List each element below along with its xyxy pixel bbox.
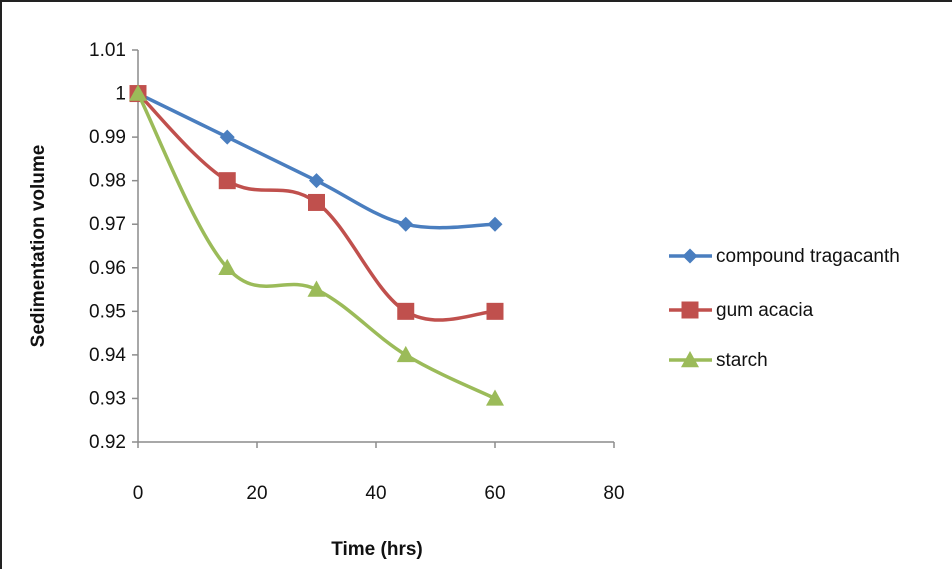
y-tick-label: 1.01 — [89, 40, 126, 61]
y-tick-label: 0.95 — [89, 301, 126, 322]
x-tick-label: 80 — [603, 483, 624, 504]
y-tick-label: 0.93 — [89, 388, 126, 409]
x-axis-title: Time (hrs) — [331, 539, 423, 560]
x-tick-labels: 0 20 40 60 80 — [133, 483, 625, 504]
data-point — [397, 302, 415, 320]
legend-label: starch — [716, 350, 768, 371]
legend-marker — [681, 351, 699, 368]
legend-item: gum acacia — [669, 300, 814, 321]
x-tick-label: 0 — [133, 483, 144, 504]
data-point — [487, 216, 503, 232]
data-point — [486, 389, 504, 406]
legend-marker — [682, 248, 698, 264]
y-tick-label: 1 — [115, 84, 126, 105]
data-point — [129, 84, 147, 101]
data-point — [218, 258, 237, 275]
y-tick-label: 0.98 — [89, 171, 126, 192]
legend-marker — [681, 301, 699, 319]
x-tick-label: 60 — [484, 483, 505, 504]
series-group — [129, 84, 504, 406]
legend-item: starch — [669, 350, 768, 371]
y-tick-label: 0.94 — [89, 345, 126, 366]
x-tick-label: 40 — [365, 483, 386, 504]
x-tick-label: 20 — [246, 483, 267, 504]
y-tick-label: 0.97 — [89, 214, 126, 235]
y-tick-label: 0.99 — [89, 127, 126, 148]
data-point — [396, 345, 415, 363]
series-triangle — [129, 84, 504, 406]
axes — [132, 49, 615, 448]
y-axis-title: Sedimentation volume — [28, 145, 49, 348]
data-point — [219, 129, 235, 145]
y-tick-labels: 0.92 0.93 0.94 0.95 0.96 0.97 0.98 0.99 1 1.01 — [89, 40, 126, 453]
y-tick-label: 0.92 — [89, 432, 126, 453]
data-point — [486, 302, 504, 320]
data-point — [218, 172, 236, 190]
legend-label: compound tragacanth — [716, 246, 900, 267]
data-point — [308, 193, 325, 211]
data-point — [398, 216, 414, 232]
series-line — [136, 92, 496, 401]
data-point — [309, 173, 324, 189]
legend: compound tragacanth gum acacia starch — [669, 246, 900, 371]
y-tick-label: 0.96 — [89, 258, 126, 279]
legend-item: compound tragacanth — [669, 246, 900, 267]
data-point — [307, 280, 326, 297]
legend-label: gum acacia — [716, 300, 814, 321]
